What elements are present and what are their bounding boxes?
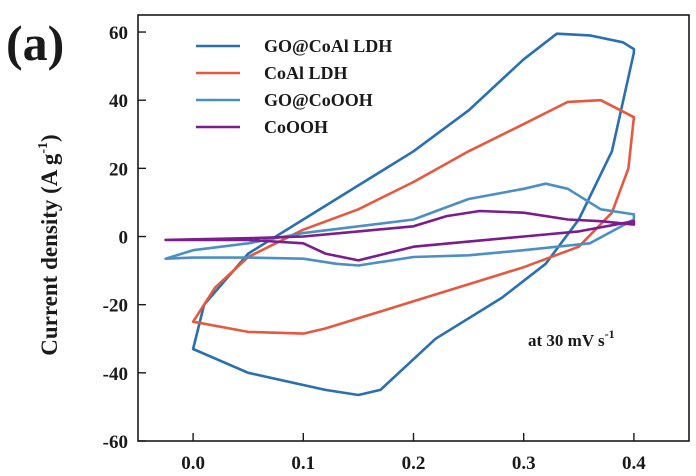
legend-label: CoAl LDH xyxy=(264,63,348,83)
y-axis-label: Current density (A g-1) xyxy=(36,134,62,355)
y-tick-label: -20 xyxy=(103,296,128,317)
scan-rate-text: at 30 mV s xyxy=(528,331,605,350)
scan-rate-annotation: at 30 mV s-1 xyxy=(528,327,615,350)
legend-label: GO@CoAl LDH xyxy=(264,36,392,56)
x-tick-label: 0.4 xyxy=(622,453,646,474)
panel-label: (a) xyxy=(6,15,64,71)
legend: GO@CoAl LDH CoAl LDH GO@CoOOH CoOOH xyxy=(196,36,392,137)
series-line-0 xyxy=(191,32,636,397)
y-axis-label-main: Current density (A g xyxy=(37,153,62,356)
y-tick-label: 40 xyxy=(109,91,128,112)
series-line-2 xyxy=(164,182,636,267)
y-axis: 60 40 20 0 -20 -40 -60 xyxy=(103,23,146,453)
legend-label: GO@CoOOH xyxy=(264,90,373,110)
y-axis-label-close: ) xyxy=(37,134,62,142)
series-line-3 xyxy=(164,209,636,262)
y-tick-label: 20 xyxy=(109,159,128,180)
scan-rate-superscript: -1 xyxy=(605,327,615,341)
x-tick-label: 0.1 xyxy=(291,453,315,474)
x-tick-label: 0.0 xyxy=(181,453,205,474)
x-tick-label: 0.2 xyxy=(402,453,426,474)
y-tick-label: 60 xyxy=(109,23,128,44)
series-curves xyxy=(164,32,636,397)
y-tick-label: -40 xyxy=(103,364,128,385)
y-tick-label: 0 xyxy=(119,228,129,249)
legend-label: CoOOH xyxy=(264,117,328,137)
x-tick-label: 0.3 xyxy=(512,453,536,474)
plot-frame xyxy=(137,14,690,442)
series-line-1 xyxy=(191,98,636,335)
y-axis-label-superscript: -1 xyxy=(36,142,51,154)
x-axis: 0.0 0.1 0.2 0.3 0.4 xyxy=(181,433,646,474)
y-tick-label: -60 xyxy=(103,432,128,453)
